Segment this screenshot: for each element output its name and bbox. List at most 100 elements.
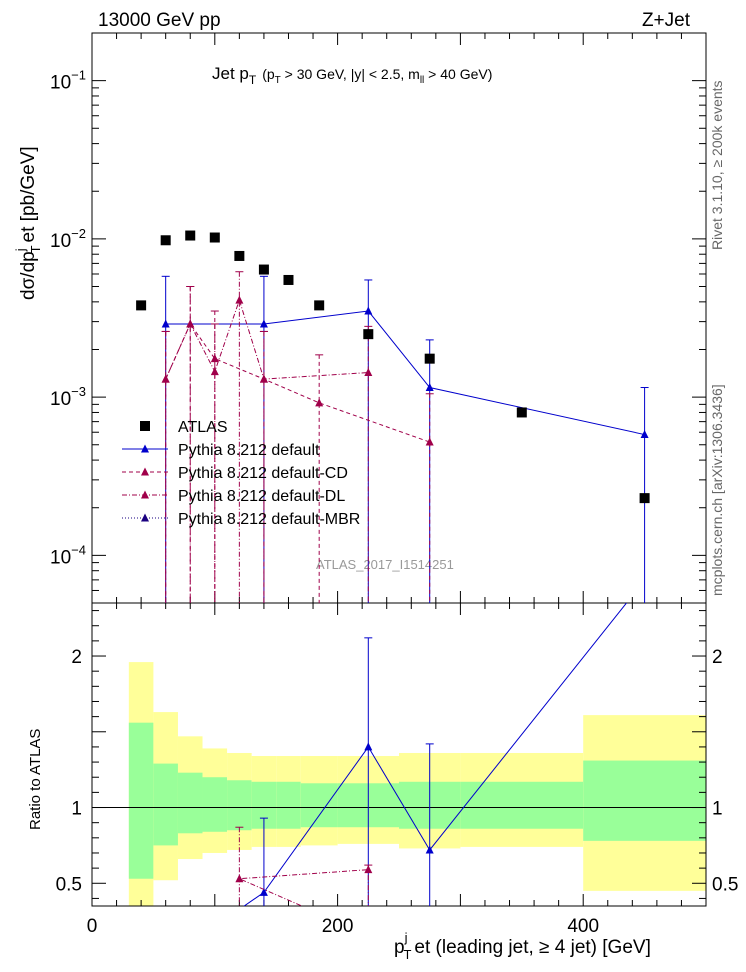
mc-triangle-marker [640,430,649,439]
x-tick-label: 0 [87,916,98,937]
ratio-band-green [583,760,706,841]
y-tick-exponent: −4 [71,542,86,557]
y-tick-label: 10−1 [50,68,86,94]
mc-triangle-marker [235,874,244,883]
atlas-data-point [363,329,374,340]
x-tick-label: 400 [567,916,599,937]
atlas-data-point [234,250,245,261]
legend-label: ATLAS [178,419,228,436]
atlas-data-point [209,232,220,243]
title-main-sub: T [249,73,257,87]
mc-series-line [165,310,645,436]
y-tick-exponent: −1 [71,68,86,83]
legend-marker-square [140,421,150,431]
ratio-tick-label-left: 2 [71,647,82,668]
atlas-data-point [258,264,269,275]
mc-triangle-marker [141,513,149,522]
ratio-band-green [460,781,584,829]
mc-triangle-marker [364,306,373,315]
ratio-band-green [202,777,228,832]
y-tick-label: 10−4 [50,542,86,568]
atlas-data-point [136,300,147,311]
mc-triangle-marker [425,437,434,446]
atlas-data-point [314,300,325,311]
y-tick-label: 10−2 [50,226,86,252]
y-tick-base: 10 [50,73,71,94]
mcplots-label: mcplots.cern.ch [arXiv:1306.3436] [709,384,725,596]
y-tick-base: 10 [50,389,71,410]
mc-triangle-marker [235,295,244,304]
title-paren-open: (p [262,66,275,82]
ratio-series-line [239,869,369,906]
mc-triangle-marker [141,467,149,476]
process-label: Z+Jet [642,10,691,31]
ratio-band-green [153,763,178,846]
mc-triangle-marker [186,319,195,328]
ratio-series-line [243,603,628,906]
ratio-tick-label-right: 0.5 [712,874,738,895]
ratio-tick-label-left: 0.5 [56,874,82,895]
mc-triangle-marker [315,398,324,407]
ratio-band-green [177,772,203,834]
mc-triangle-marker [364,865,373,874]
ratio-tick-label-right: 1 [712,799,723,820]
mc-triangle-marker [161,319,170,328]
xlabel-sup: j [404,930,408,945]
ratio-tick-label-left: 1 [71,799,82,820]
atlas-data-point [160,235,171,246]
main-panel-series [161,271,649,603]
mc-triangle-marker [141,444,149,453]
mc-triangle-marker [364,368,373,377]
ratio-band-green [300,783,338,828]
analysis-watermark: ATLAS_2017_I1514251 [316,557,454,572]
legend-label: Pythia 8.212 default-MBR [178,511,360,528]
energy-label: 13000 GeV pp [98,10,221,31]
atlas-data-point [283,274,294,285]
mc-triangle-marker [210,367,219,376]
atlas-data-markers [136,230,650,504]
legend-label: Pythia 8.212 default-CD [178,465,348,482]
rivet-label: Rivet 3.1.10, ≥ 200k events [709,80,725,250]
x-tick-label: 200 [322,916,354,937]
ylabel-a: dσ/dp [18,251,39,300]
ratio-tick-label-right: 2 [712,647,723,668]
legend-label: Pythia 8.212 default-DL [178,488,345,505]
ratio-band-green [227,780,252,831]
title-main: Jet p [212,64,249,83]
legend: ATLAS Pythia 8.212 default Pythia 8.212 de… [122,419,360,528]
atlas-data-point [424,353,435,364]
mc-triangle-marker [161,374,170,383]
ratio-band-green [128,722,154,879]
chart-title: Jet pT (pT > 30 GeV, |y| < 2.5, mll > 40 … [212,64,492,87]
mc-triangle-marker [364,742,373,751]
y-tick-label: 10−3 [50,384,86,410]
xlabel-sub: T [403,947,411,962]
y-tick-exponent: −2 [71,226,86,241]
ratio-y-axis-label: Ratio to ATLAS [27,729,44,830]
mc-triangle-marker [425,845,434,854]
mc-triangle-marker [259,319,268,328]
ratio-band-green [276,781,301,829]
mc-triangle-marker [141,490,149,499]
xlabel-p: p [394,937,405,958]
y-tick-base: 10 [50,231,71,252]
ylabel-rest: et [pb/GeV] [18,146,39,242]
title-cut1-sub: T [275,75,281,86]
legend-label: Pythia 8.212 default [178,442,320,459]
atlas-data-point [639,493,650,504]
mc-series-line [165,298,369,380]
ylabel-sub: T [28,245,43,253]
y-axis-label: dσ/dpjTet [pb/GeV] [13,146,43,300]
mc-triangle-marker [259,374,268,383]
xlabel-rest: et (leading jet, ≥ 4 jet) [GeV] [414,937,650,958]
title-cut3-rest: > 40 GeV) [424,66,492,82]
title-cut3-sub: ll [420,75,424,86]
ratio-panel-series [235,603,628,906]
ratio-uncertainty-bands [128,662,706,906]
mc-triangle-marker [425,383,434,392]
title-cut1-rest: > 30 GeV, |y| < 2.5, m [281,66,420,82]
y-tick-base: 10 [50,547,71,568]
